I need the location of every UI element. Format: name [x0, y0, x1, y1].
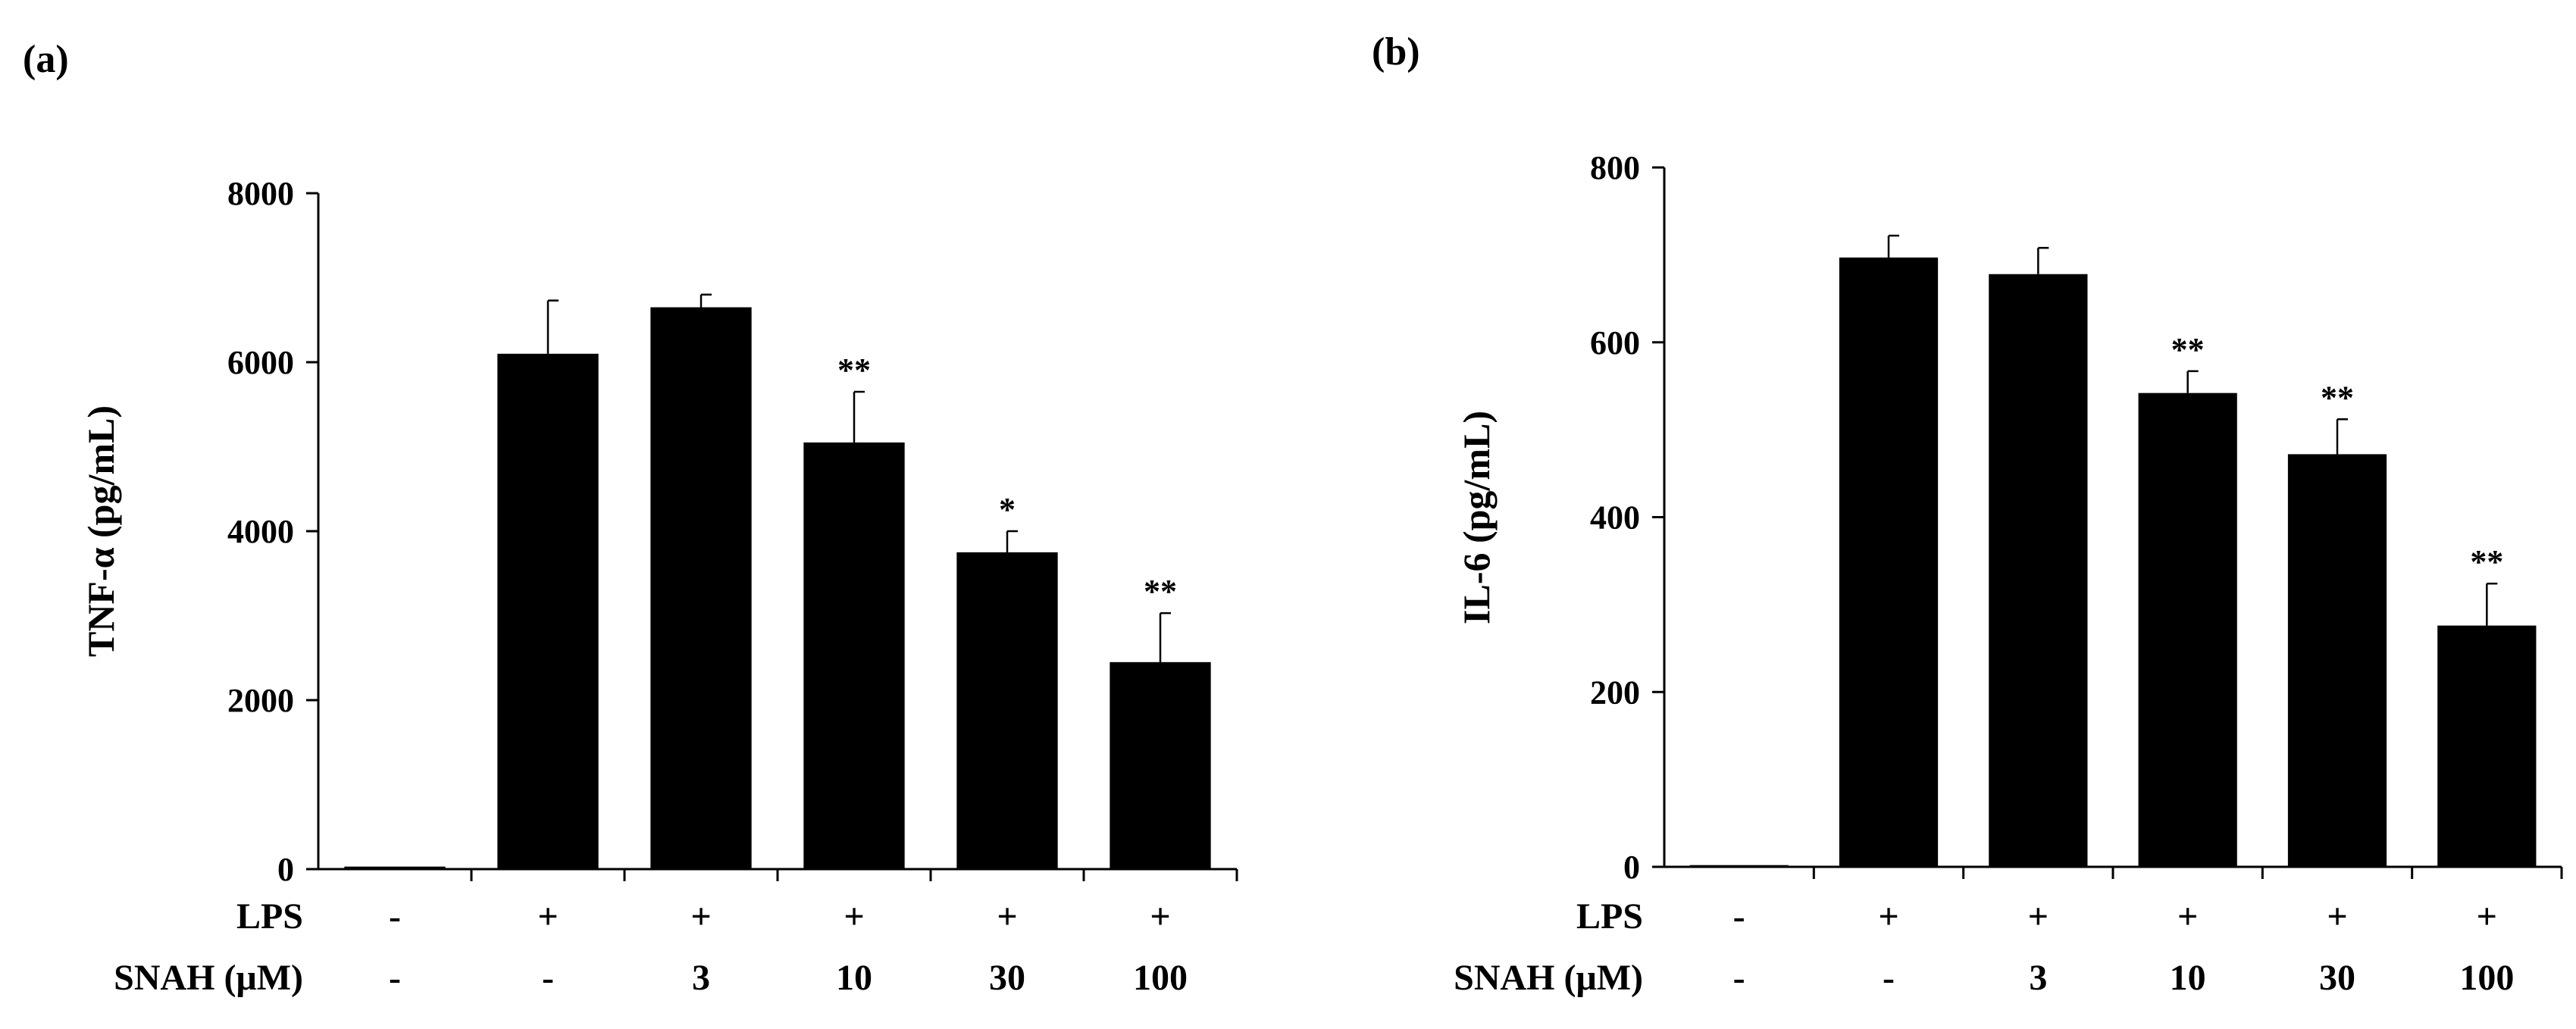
y-axis-label: TNF-α (pg/mL) — [80, 405, 122, 657]
y-tick-label: 4000 — [227, 513, 294, 550]
row-label: SNAH (μM) — [114, 958, 303, 998]
y-tick-label: 0 — [277, 851, 294, 888]
bar — [1689, 865, 1789, 867]
y-tick-label: 8000 — [227, 175, 294, 212]
panel-a-label: (a) — [23, 38, 69, 81]
bar — [497, 353, 599, 870]
x-tick-label: 100 — [1133, 958, 1188, 998]
x-tick-label: + — [2327, 896, 2347, 937]
panel-b-chart: (b) 0 200 400 600 800 IL-6 (pg/mL) ** ** ** LPS - +… — [1372, 30, 2563, 998]
x-tick-label: 3 — [692, 958, 710, 998]
y-tick-label: 200 — [1590, 674, 1640, 711]
x-tick-label: - — [1883, 958, 1895, 998]
bar — [344, 866, 446, 869]
x-tick-label: - — [389, 958, 401, 998]
row-label: LPS — [236, 896, 303, 937]
x-tick-label: + — [844, 896, 864, 937]
significance-marker: ** — [837, 352, 871, 389]
row-label: LPS — [1576, 896, 1643, 937]
significance-marker: ** — [2321, 379, 2354, 416]
significance-marker: ** — [1144, 573, 1177, 610]
x-tick-label: + — [690, 896, 711, 937]
x-tick-label: - — [542, 958, 554, 998]
significance-marker: ** — [2171, 331, 2205, 368]
bar — [1839, 257, 1939, 867]
bar — [1989, 274, 2088, 867]
y-tick-label: 600 — [1590, 324, 1640, 361]
row-label: SNAH (μM) — [1454, 958, 1643, 998]
x-tick-label: + — [1878, 896, 1898, 937]
x-tick-label: + — [2477, 896, 2497, 937]
bar — [2138, 393, 2237, 867]
bar — [2287, 454, 2387, 867]
x-tick-label: + — [997, 896, 1017, 937]
y-tick-label: 800 — [1590, 149, 1640, 186]
y-axis-label: IL-6 (pg/mL) — [1455, 411, 1498, 624]
significance-marker: ** — [2470, 543, 2503, 580]
y-tick-label: 2000 — [227, 682, 294, 719]
panel-b-label: (b) — [1372, 30, 1420, 74]
significance-marker: * — [999, 491, 1016, 528]
bar — [803, 442, 905, 869]
x-tick-label: 10 — [2170, 958, 2206, 998]
bar — [2437, 625, 2537, 867]
x-tick-label: 30 — [2319, 958, 2355, 998]
x-tick-label: + — [537, 896, 558, 937]
x-tick-label: - — [1733, 896, 1745, 937]
x-tick-label: + — [2028, 896, 2049, 937]
x-tick-label: 100 — [2459, 958, 2514, 998]
x-tick-label: - — [1733, 958, 1745, 998]
y-tick-label: 0 — [1623, 849, 1640, 886]
x-tick-label: 30 — [989, 958, 1025, 998]
y-tick-label: 6000 — [227, 344, 294, 381]
y-tick-label: 400 — [1590, 499, 1640, 536]
bar — [650, 307, 752, 869]
x-tick-label: + — [1150, 896, 1170, 937]
bar — [1110, 662, 1211, 869]
x-tick-label: + — [2177, 896, 2198, 937]
x-tick-label: 10 — [836, 958, 872, 998]
bar — [956, 552, 1058, 869]
x-tick-label: 3 — [2029, 958, 2047, 998]
x-tick-label: - — [389, 896, 401, 937]
